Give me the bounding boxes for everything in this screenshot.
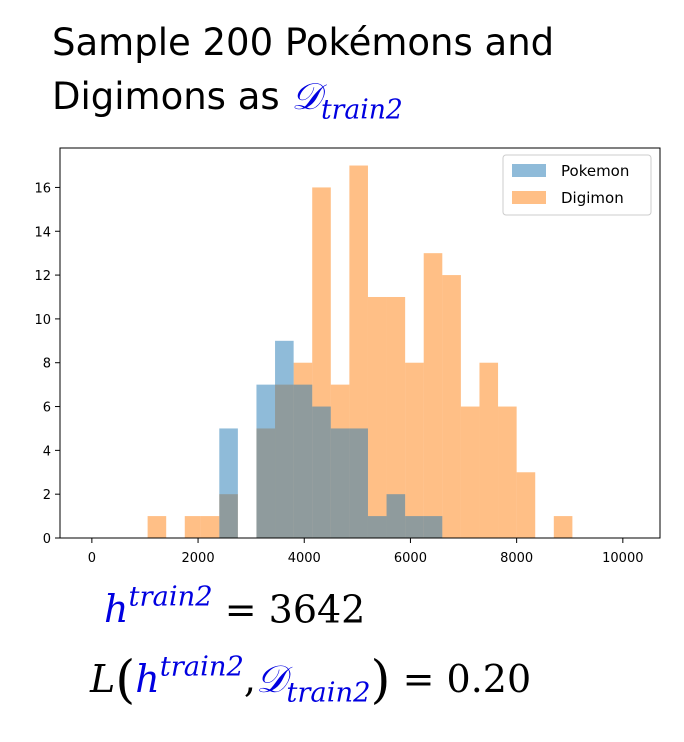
plot-frame [59,147,661,539]
pokemon-bar-6 [349,428,368,538]
digimon-bar-10 [367,296,387,538]
title-line-1: Sample 200 Pokémons and [52,21,555,64]
y-tick-label-10: 10 [34,313,51,328]
loss-value: = 0.20 [390,656,532,701]
pokemon-bar-1 [256,384,276,538]
digimon-bar-14 [442,275,461,538]
x-tick-label-4000: 4000 [288,551,321,566]
pokemon-bar-7 [367,516,387,538]
loss-dataset-subscript: train2 [286,677,371,709]
digimon-bar-1 [184,516,201,538]
digimon-bar-16 [479,362,499,538]
y-tick-label-14: 14 [34,225,51,240]
pokemon-bar-0 [219,428,238,538]
dataset-subscript: train2 [320,94,403,126]
slide-title: Sample 200 Pokémons and Digimons as 𝒟tra… [52,16,672,137]
pokemon-bar-3 [293,384,313,538]
dataset-symbol: 𝒟train2 [291,75,402,125]
loss-h-letter: h [135,656,160,701]
title-line-2-prefix: Digimons as [52,75,292,118]
x-axis: 0 2000 4000 6000 8000 10000 [88,538,644,566]
pokemon-bar-8 [386,494,406,538]
pokemon-bar-4 [312,406,331,538]
digimon-bar-11 [386,296,406,538]
y-tick-label-2: 2 [43,488,51,503]
digimon-bar-20 [553,516,573,538]
pokemon-bar-9 [405,516,424,538]
title-line-2: Digimons as 𝒟train2 [52,70,672,137]
pokemon-bar-10 [423,516,443,538]
loss-letter: L [90,656,116,701]
threshold-value: = 3642 [212,587,366,632]
x-tick-label-8000: 8000 [500,551,533,566]
y-tick-label-8: 8 [43,357,51,372]
open-paren: ( [115,650,136,710]
h-superscript: train2 [128,582,213,613]
y-axis: 0 2 4 6 8 10 12 14 16 [34,181,60,547]
legend-label-pokemon: Pokemon [561,162,629,180]
digimon-bar-18 [516,472,536,538]
digimon-bar-12 [405,362,424,538]
digimon-bar-17 [498,406,517,538]
histogram-chart: 0 2 4 6 8 10 12 14 16 0 2000 4000 6000 8000 10000 Pok… [34,147,661,566]
x-tick-label-6000: 6000 [394,551,427,566]
x-tick-label-0: 0 [88,551,96,566]
loss-formula: L(htrain2,𝒟train2) = 0.20 [90,650,531,710]
x-tick-label-10000: 10000 [602,551,643,566]
pokemon-bar-5 [330,428,350,538]
digimon-bar-13 [423,253,443,539]
y-tick-label-4: 4 [43,444,51,459]
legend-label-digimon: Digimon [561,189,624,207]
y-tick-label-16: 16 [34,181,51,196]
threshold-h: htrain2 [104,582,213,632]
digimon-bar-15 [460,406,480,538]
dataset-letter: 𝒟 [291,75,321,118]
legend-swatch-digimon [512,191,546,204]
y-tick-label-0: 0 [43,532,51,547]
pokemon-bar-2 [275,340,294,538]
loss-dataset-letter: 𝒟 [256,656,287,701]
close-paren: ) [370,650,391,710]
y-tick-label-6: 6 [43,401,51,416]
loss-h-superscript: train2 [159,651,244,683]
threshold-formula: htrain2 = 3642 [104,582,365,631]
loss-h: htrain2 [135,651,244,701]
legend-swatch-pokemon [512,164,546,177]
digimon-bar-0 [147,516,167,538]
comma: , [243,656,256,701]
x-tick-label-2000: 2000 [182,551,215,566]
digimon-bar-2 [200,516,220,538]
legend: Pokemon Digimon [502,154,652,216]
pokemon-bars [219,340,443,538]
h-letter: h [104,587,129,632]
loss-dataset: 𝒟train2 [256,656,371,709]
y-tick-label-12: 12 [34,269,51,284]
